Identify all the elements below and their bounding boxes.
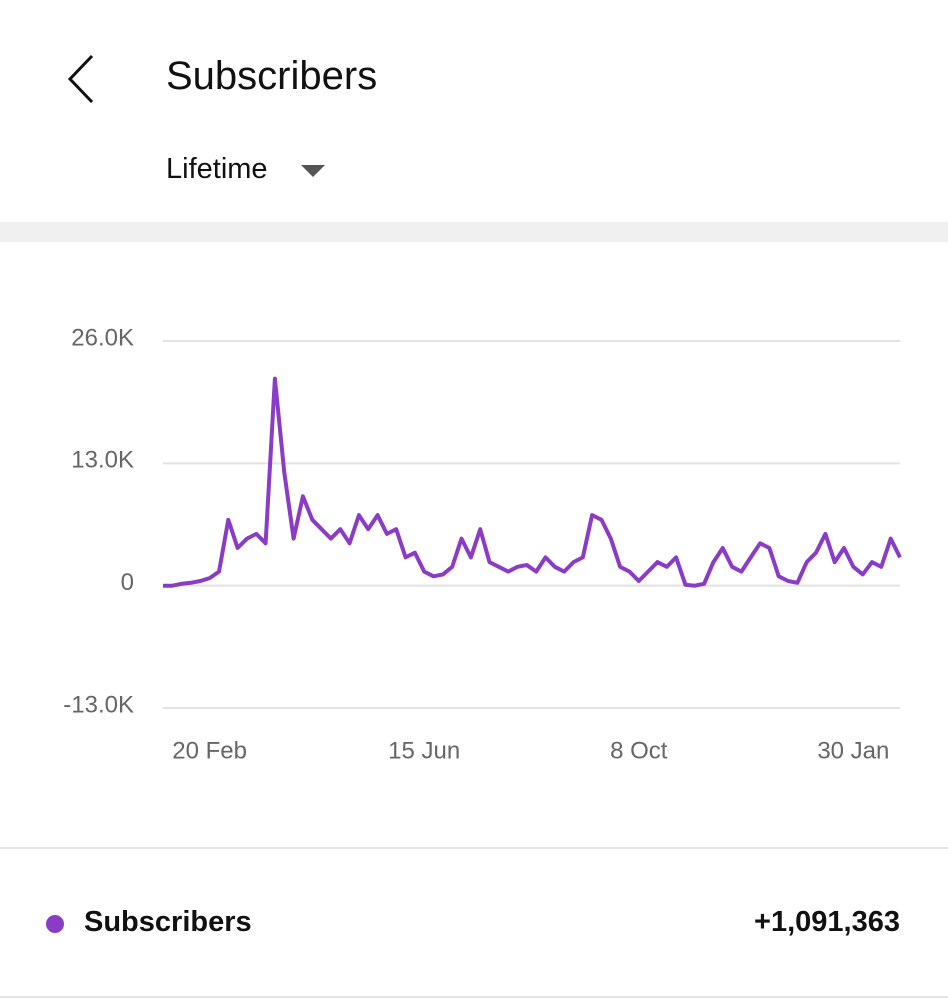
page-title: Subscribers: [166, 54, 378, 98]
y-tick-label: 0: [121, 569, 134, 596]
y-tick-label: 13.0K: [71, 447, 134, 474]
x-tick-label: 20 Feb: [172, 737, 247, 764]
y-tick-label: 26.0K: [71, 324, 134, 351]
x-tick-label: 15 Jun: [388, 737, 460, 764]
divider: [0, 847, 948, 849]
divider: [0, 996, 948, 998]
dropdown-arrow[interactable]: [300, 164, 326, 178]
x-tick-label: 30 Jan: [817, 737, 889, 764]
legend-dot: [46, 915, 64, 933]
data-line: [163, 376, 902, 588]
back-button[interactable]: [60, 52, 100, 106]
chart: -13.0K 0 13.0K 26.0K 20 Feb 15 Jun 8 Oct 30 Jan: [63, 324, 902, 764]
legend-label: Subscribers: [84, 906, 252, 938]
total-value: +1,091,363: [754, 906, 900, 938]
y-tick-label: -13.0K: [63, 691, 134, 718]
period-selector[interactable]: Lifetime: [166, 153, 268, 185]
separator-band: [0, 222, 948, 242]
x-tick-label: 8 Oct: [610, 737, 668, 764]
